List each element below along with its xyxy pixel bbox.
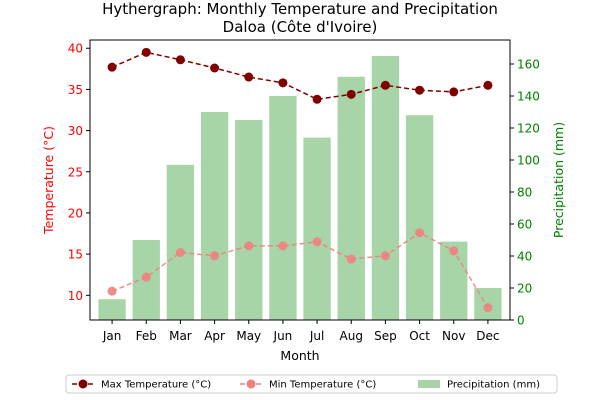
x-tick-label: Feb [136,329,157,343]
left-y-tick-label: 20 [68,206,83,220]
left-y-axis-label: Temperature (°C) [41,126,56,235]
left-y-tick-label: 15 [68,248,83,262]
legend-swatch-bar-2 [418,380,440,388]
series-0-point-jan [107,62,117,72]
right-y-tick-label: 40 [517,250,532,264]
left-y-axis: 10 15 20 25 30 35 40 [68,42,90,303]
precipitation-bar-oct [405,115,434,320]
right-y-tick-label: 60 [517,218,532,232]
x-tick-label: Sep [374,329,397,343]
series-0-point-oct [415,85,425,95]
series-0-point-apr [210,63,220,73]
right-y-tick-label: 80 [517,186,532,200]
series-1-point-oct [415,228,425,238]
series-1-point-aug [346,254,356,264]
right-y-tick-label: 120 [517,122,540,136]
series-0-point-mar [175,55,185,65]
series-0-point-dec [483,80,493,90]
chart-title-line2: Daloa (Côte d'Ivoire) [223,18,378,36]
right-y-tick-label: 140 [517,90,540,104]
precipitation-bar-sep [371,56,400,320]
series-1-point-jul [312,237,322,247]
precipitation-bar-may [235,120,263,320]
precipitation-bar-jul [303,137,331,320]
x-tick-label: Dec [476,329,499,343]
precipitation-bar-mar [166,164,195,320]
legend-label-2: Precipitation (mm) [447,380,540,391]
x-tick-label: May [236,329,261,343]
legend-swatch-marker-0 [78,379,88,389]
x-tick-label: Jul [309,329,324,343]
x-tick-label: Aug [340,329,363,343]
x-tick-label: Nov [442,329,465,343]
series-1-point-jun [278,241,288,251]
legend-label-0: Max Temperature (°C) [101,380,211,391]
right-y-tick-label: 100 [517,154,540,168]
x-tick-label: Jun [273,329,293,343]
left-y-tick-label: 10 [68,289,83,303]
series-0-point-feb [141,47,151,57]
precipitation-bar-apr [200,112,229,320]
right-y-axis-label: Precipitation (mm) [551,122,566,238]
left-y-tick-label: 30 [68,124,83,138]
legend-label-1: Min Temperature (°C) [269,380,376,391]
precipitation-bar-jun [269,96,297,320]
series-1-point-sep [380,251,390,261]
series-0-point-may [244,72,254,82]
series-1-point-apr [210,251,220,261]
x-tick-label: Apr [204,329,225,343]
series-1-point-dec [483,303,493,313]
series-1-point-feb [141,272,151,282]
series-1-point-may [244,241,254,251]
precipitation-bar-jan [98,299,126,320]
chart-title-line1: Hythergraph: Monthly Temperature and Pre… [102,0,498,18]
left-y-tick-label: 25 [68,165,83,179]
series-1-point-mar [175,247,185,257]
x-axis-label: Month [280,348,319,363]
legend-swatch-marker-1 [246,379,256,389]
right-y-axis: 0 20 40 60 80 100 120 140 160 [510,58,540,328]
legend-box [65,374,558,394]
left-y-tick-label: 35 [68,83,83,97]
series-0-point-jul [312,94,322,104]
left-y-tick-label: 40 [68,42,83,56]
plot-frame [89,39,511,321]
x-axis: Jan Feb Mar Apr May Jun Jul Aug Sep Oct Nov Dec [102,320,500,343]
right-y-tick-label: 160 [517,58,540,72]
temperature-lines [107,47,493,313]
x-tick-label: Oct [409,329,430,343]
series-0-point-sep [380,80,390,90]
precipitation-bar-aug [337,76,365,320]
series-1-point-nov [449,246,459,256]
series-1-point-jan [107,286,117,296]
series-0-point-nov [449,87,459,97]
x-tick-label: Mar [169,329,192,343]
right-y-tick-label: 0 [517,314,525,328]
series-0-point-aug [346,89,356,99]
x-tick-label: Jan [102,329,122,343]
legend: Max Temperature (°C) Min Temperature (°C)… [65,374,558,394]
series-0-point-jun [278,78,288,88]
right-y-tick-label: 20 [517,282,532,296]
series-line-1 [111,231,489,309]
series-line-0 [111,51,489,101]
precipitation-bars [98,56,502,320]
